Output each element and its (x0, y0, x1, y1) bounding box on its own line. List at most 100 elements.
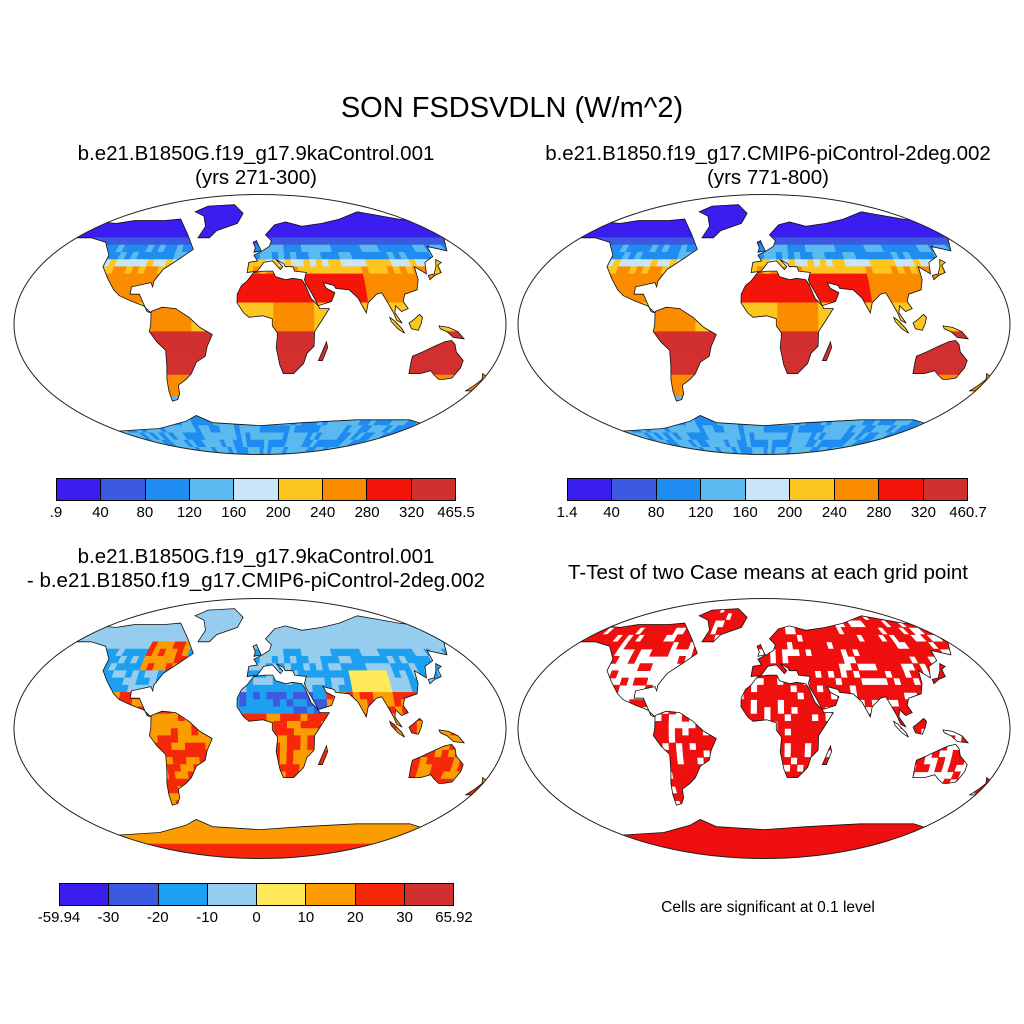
colorbar-tick-label: 320 (399, 504, 425, 521)
colorbar-tick-label: 40 (603, 504, 620, 521)
coastline-southAmerica (652, 306, 717, 402)
colorbar-box (367, 479, 412, 500)
colorbar-box (745, 479, 791, 500)
colorbar-box (355, 884, 405, 905)
coastline-greenland (698, 204, 748, 239)
coastline-sumatra (388, 720, 405, 738)
colorbar-box (101, 479, 146, 500)
map-difference (13, 598, 507, 859)
colorbar-box (145, 479, 190, 500)
colorbar-box (790, 479, 835, 500)
colorbar-case1: .9 40 80 120 160 200 240 280 320 465.5 (50, 478, 475, 521)
coastline-borneo (912, 717, 927, 735)
colorbar-case1-boxes (56, 478, 456, 501)
coastline-eurasia (750, 615, 961, 728)
coastline-africa (236, 674, 331, 778)
coastline-madagascar (821, 340, 833, 361)
colorbar-tick-label: 20 (346, 909, 364, 926)
land-fill (63, 608, 488, 859)
colorbar-tick-label: 80 (647, 504, 665, 521)
colorbar-box (234, 479, 279, 500)
colorbar-box (158, 884, 208, 905)
colorbar-tick-label: -59.94 (37, 909, 81, 926)
colorbar-tick-label: 320 (910, 504, 936, 521)
panel-3-title: b.e21.B1850G.f19_g17.9kaControl.001 - b.… (0, 545, 514, 593)
panel-3-title-line1: b.e21.B1850G.f19_g17.9kaControl.001 (77, 545, 435, 568)
coastline-sumatra (892, 720, 909, 738)
panel-1-title-line1: b.e21.B1850G.f19_g17.9kaControl.001 (77, 142, 435, 165)
coastline-newGuinea (942, 729, 970, 744)
coastline-japan (427, 258, 442, 281)
colorbar-box (656, 479, 702, 500)
colorbar-box (306, 884, 356, 905)
colorbar-box (701, 479, 746, 500)
coastline-madagascar (821, 744, 833, 765)
coastline-northAmerica (73, 622, 194, 718)
coastline-southAmerica (148, 306, 213, 402)
coastline-sumatra (388, 316, 405, 334)
colorbar-tick-label: 1.4 (556, 504, 578, 521)
colorbar-tick-label: 240 (821, 504, 847, 521)
colorbar-tick-label: 160 (221, 504, 247, 521)
map-ttest (517, 598, 1011, 859)
colorbar-tick-label: 460.7 (949, 504, 987, 521)
colorbar-difference: -59.94 -30 -20 -10 0 10 20 30 65.92 (38, 883, 473, 926)
panel-1-title: b.e21.B1850G.f19_g17.9kaControl.001 (yrs… (0, 142, 512, 190)
colorbar-box (57, 479, 102, 500)
colorbar-tick-label: 200 (777, 504, 803, 521)
colorbar-tick-label: -20 (146, 909, 169, 926)
land-fill (567, 204, 992, 455)
coastline-borneo (912, 313, 927, 331)
coastline-africa (740, 674, 835, 778)
coastline-northAmerica (577, 218, 698, 314)
colorbar-box (278, 479, 323, 500)
coastline-australia (408, 339, 464, 380)
colorbar-box (257, 884, 307, 905)
map-border (13, 598, 507, 859)
colorbar-box (189, 479, 235, 500)
colorbar-box (834, 479, 880, 500)
colorbar-tick-label: 10 (297, 909, 315, 926)
coastline-madagascar (317, 744, 329, 765)
colorbar-box (923, 479, 967, 500)
colorbar-tick-label: 200 (265, 504, 291, 521)
coastline-northAmerica (577, 622, 698, 718)
colorbar-box (207, 884, 257, 905)
panel-3-title-line2: - b.e21.B1850.f19_g17.CMIP6-piControl-2d… (26, 569, 486, 592)
coastline-japan (931, 258, 946, 281)
colorbar-tick-label: 0 (252, 909, 261, 926)
colorbar-box (568, 479, 613, 500)
colorbar-box (60, 884, 110, 905)
coastline-africa (740, 270, 835, 374)
panel-2-title: b.e21.B1850.f19_g17.CMIP6-piControl-2deg… (512, 142, 1024, 190)
coastline-australia (912, 339, 968, 380)
colorbar-box (411, 479, 455, 500)
colorbar-tick-label: -30 (97, 909, 120, 926)
colorbar-tick-label: -10 (196, 909, 218, 926)
colorbar-tick-label: 40 (92, 504, 109, 521)
colorbar-tick-label: 160 (732, 504, 758, 521)
coastline-africa (236, 270, 331, 374)
colorbar-tick-label: 80 (136, 504, 154, 521)
significance-note: Cells are significant at 0.1 level (661, 899, 875, 916)
panel-1-title-line2: (yrs 271-300) (195, 166, 317, 189)
colorbar-tick-label: 280 (866, 504, 892, 521)
coastline-australia (912, 743, 968, 784)
colorbar-case1-labels: .9 40 80 120 160 200 240 280 320 465.5 (50, 501, 475, 521)
coastline-borneo (408, 717, 423, 735)
map-border (13, 194, 507, 455)
coastline-eurasia (750, 211, 961, 324)
map-border (517, 194, 1011, 455)
coastline-southAmerica (652, 710, 717, 806)
colorbar-tick-label: 280 (354, 504, 380, 521)
colorbar-tick-label: 120 (176, 504, 202, 521)
coastline-eurasia (246, 211, 457, 324)
coastline-southAmerica (148, 710, 213, 806)
map-case1 (13, 194, 507, 455)
coastline-greenland (194, 204, 244, 239)
colorbar-tick-label: .9 (49, 504, 63, 521)
coastline-greenland (194, 608, 244, 643)
coastline-borneo (408, 313, 423, 331)
coastline-newGuinea (942, 325, 970, 340)
panel-2-title-line2: (yrs 771-800) (707, 166, 829, 189)
